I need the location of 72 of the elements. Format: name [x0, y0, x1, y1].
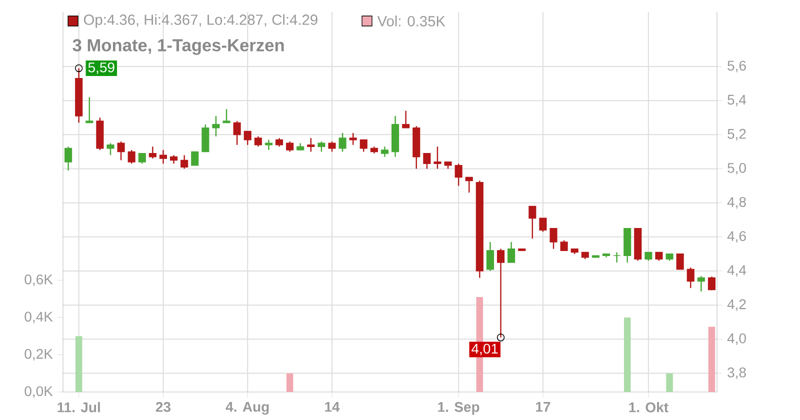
x-tick-label: 11. Jul — [58, 402, 100, 412]
y-tick-label: 3,8 — [728, 367, 746, 380]
x-tick-label: 14 — [325, 402, 340, 412]
y2-tick-label: 0,4K — [24, 312, 53, 324]
candlestick — [465, 176, 473, 194]
candlestick — [106, 142, 114, 156]
candlestick — [328, 140, 336, 152]
x-tick-label: 23 — [156, 402, 170, 412]
candlestick — [286, 140, 294, 152]
candlestick — [191, 151, 199, 166]
bar — [708, 326, 716, 392]
candlestick — [318, 140, 326, 152]
candlestick — [117, 140, 125, 161]
candlestick — [212, 115, 220, 137]
candlestick — [560, 240, 568, 252]
bar — [624, 317, 631, 392]
candlestick — [64, 146, 72, 172]
y2-tick-label: 0,6K — [24, 274, 53, 286]
candlestick — [222, 108, 230, 124]
y2-tick-label: 0,2K — [24, 348, 53, 361]
candlestick — [349, 132, 357, 146]
candlestick — [264, 139, 272, 151]
y2-tick-label: 0,0K — [24, 386, 53, 398]
candlestick — [86, 96, 94, 124]
candlestick — [676, 254, 684, 270]
bar — [666, 373, 673, 392]
y-tick-label: 4,6 — [727, 231, 746, 243]
candlestick — [338, 132, 346, 152]
x-tick-label: 17 — [536, 402, 550, 412]
annotation: Op:4.36, Hi:4.367, Lo:4.287, Cl:4.29 — [84, 14, 318, 28]
candlestick — [697, 276, 705, 292]
candlestick — [138, 152, 146, 164]
candlestick — [550, 228, 558, 250]
candlestick — [434, 146, 442, 170]
bar — [286, 373, 294, 392]
y-tick-label: 5,2 — [728, 128, 746, 140]
x-tick-label: 1. Sep — [438, 402, 480, 415]
candlestick — [180, 154, 188, 170]
candlestick — [202, 124, 210, 152]
candlestick — [539, 218, 547, 232]
candlestick — [402, 110, 410, 128]
candlestick — [686, 266, 694, 289]
y-tick-label: 4,8 — [727, 197, 746, 209]
candlestick — [148, 146, 156, 160]
candlestick — [380, 146, 388, 158]
annotation: Vol: 0.35K — [377, 16, 446, 26]
y-tick-label: 4,0 — [727, 333, 746, 345]
text: 3 Monate, 1-Tages-Kerzen — [72, 39, 284, 55]
y-tick-label: 5,4 — [728, 94, 746, 106]
x-tick-label: 1. Okt — [629, 402, 668, 412]
y-tick-label: 4,2 — [727, 299, 746, 311]
annotation: 5,59 — [88, 62, 114, 74]
y-tick-label: 5,0 — [728, 162, 746, 175]
candlestick — [128, 149, 136, 164]
candlestick — [254, 136, 262, 148]
annotation: 4,01 — [472, 344, 498, 356]
candlestick — [360, 139, 368, 152]
candlestick — [613, 252, 621, 264]
candlestick — [233, 120, 241, 146]
candlestick — [708, 276, 716, 291]
y-tick-label: 4,4 — [727, 265, 746, 277]
candlestick — [159, 149, 167, 164]
candlestick — [423, 152, 431, 170]
candlestick — [508, 241, 516, 264]
bar — [75, 336, 82, 392]
x-tick-label: 4. Aug — [226, 402, 269, 415]
candlestick — [454, 163, 462, 186]
y-tick-label: 5,6 — [728, 60, 746, 72]
candlestick — [244, 130, 252, 146]
candlestick — [528, 206, 536, 240]
candlestick — [307, 137, 315, 152]
candlestick — [486, 241, 494, 272]
